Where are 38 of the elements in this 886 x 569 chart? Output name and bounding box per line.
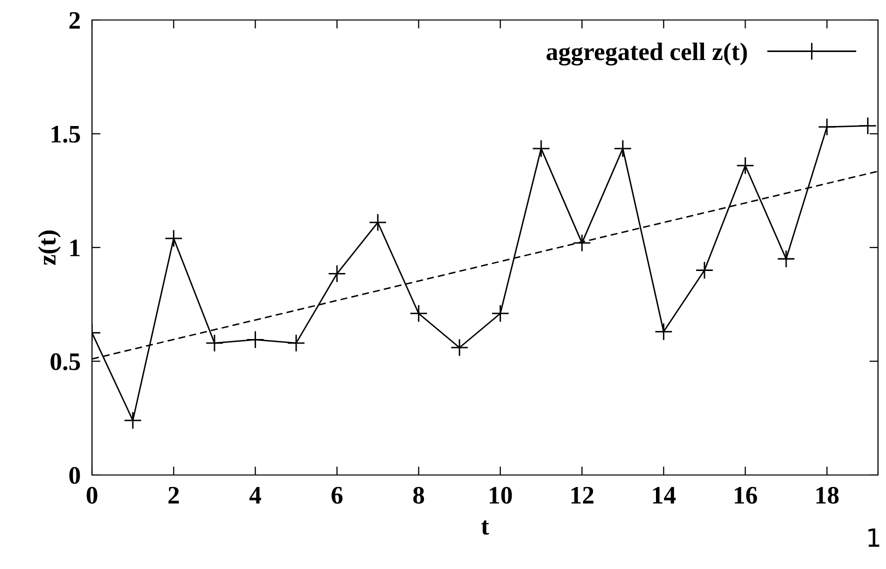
point bbox=[572, 234, 591, 252]
x-tick-label: 2 bbox=[168, 486, 179, 504]
point bbox=[736, 156, 754, 175]
point bbox=[246, 330, 264, 349]
x-tick-label: 12 bbox=[571, 486, 594, 504]
point bbox=[124, 411, 142, 430]
y-tick-label: 0 bbox=[69, 467, 80, 484]
point bbox=[491, 304, 510, 323]
x-axis-title: t bbox=[481, 520, 490, 535]
y-tick-label: 0.5 bbox=[50, 353, 80, 370]
x-tick-label: 6 bbox=[332, 486, 343, 504]
point bbox=[695, 261, 714, 280]
point bbox=[532, 140, 550, 158]
x-tick-label: 16 bbox=[734, 486, 758, 504]
point bbox=[205, 334, 224, 352]
x-tick-label: 14 bbox=[653, 486, 676, 504]
legend-label: aggregated cell z(t) bbox=[546, 42, 747, 66]
y-tick-label: 1.5 bbox=[52, 126, 80, 143]
point bbox=[328, 264, 346, 283]
text: 1 bbox=[868, 528, 880, 547]
y-tick-label: 2 bbox=[69, 12, 80, 29]
x-tick-label: 4 bbox=[249, 487, 262, 504]
point bbox=[777, 250, 796, 268]
point bbox=[410, 304, 428, 323]
x-tick-label: 10 bbox=[490, 486, 512, 504]
point bbox=[287, 334, 306, 352]
y-axis-title: z(t) bbox=[38, 230, 61, 266]
point bbox=[164, 229, 183, 248]
x-tick-label: 0 bbox=[86, 486, 98, 504]
point bbox=[818, 118, 836, 136]
y-tick-label: 1 bbox=[70, 240, 80, 256]
point bbox=[654, 322, 673, 341]
point bbox=[858, 116, 877, 135]
point bbox=[368, 213, 387, 232]
point bbox=[614, 140, 632, 158]
point bbox=[450, 338, 469, 357]
x-tick-label: 18 bbox=[816, 486, 839, 504]
x-tick-label: 8 bbox=[413, 486, 424, 504]
